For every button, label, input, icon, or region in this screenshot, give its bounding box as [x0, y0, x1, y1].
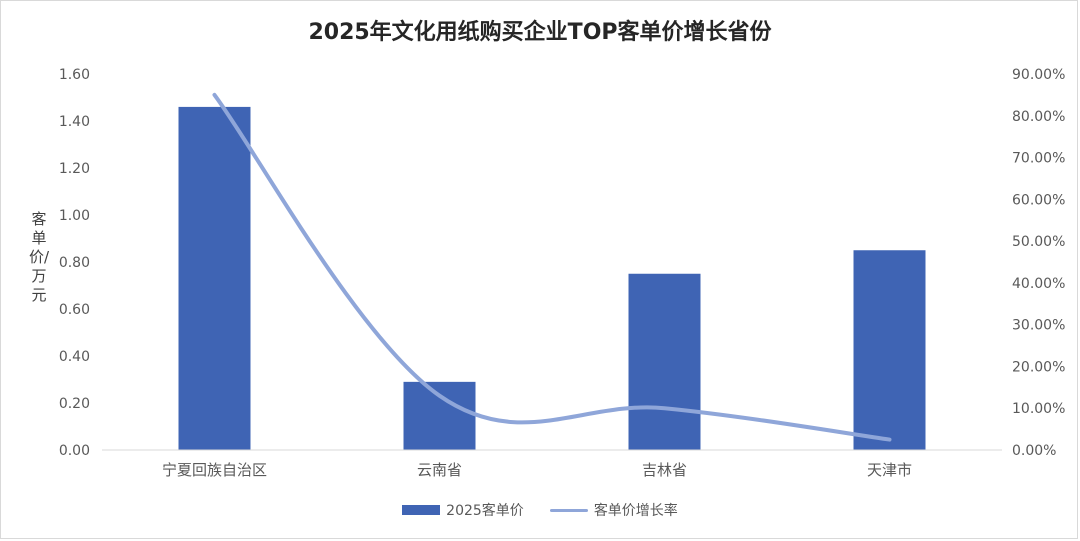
category-label: 吉林省 [642, 461, 687, 479]
right-tick-label: 10.00% [1012, 401, 1065, 417]
left-tick-label: 0.60 [59, 302, 90, 318]
right-tick-label: 90.00% [1012, 67, 1065, 83]
left-tick-label: 1.20 [59, 161, 90, 177]
left-tick-label: 0.40 [59, 349, 90, 365]
left-tick-label: 1.40 [59, 114, 90, 130]
category-label: 宁夏回族自治区 [162, 461, 267, 479]
category-label: 云南省 [417, 461, 462, 479]
right-tick-label: 80.00% [1012, 109, 1065, 125]
right-tick-label: 60.00% [1012, 192, 1065, 208]
bar [403, 381, 476, 450]
bars-group [178, 106, 926, 451]
growth-rate-line [212, 92, 892, 442]
left-tick-label: 0.20 [59, 396, 90, 412]
bar [853, 250, 926, 450]
right-tick-label: 50.00% [1012, 234, 1065, 250]
legend: 2025客单价 客单价增长率 [0, 500, 1080, 520]
left-tick-label: 1.00 [59, 208, 90, 224]
legend-bar-label: 2025客单价 [446, 503, 524, 519]
y-axis-label: 客单价/万元 [28, 210, 50, 304]
legend-line-label: 客单价增长率 [593, 503, 678, 519]
right-axis-ticks: 0.00% 10.00% 20.00% 30.00% 40.00% 50.00% 60.00… [1012, 67, 1065, 459]
category-label: 天津市 [867, 461, 912, 479]
left-tick-label: 0.80 [59, 255, 90, 271]
legend-item-bar: 2025客单价 [402, 500, 524, 520]
chart-title: 2025年文化用纸购买企业TOP客单价增长省份 [308, 20, 772, 45]
left-axis-ticks: 0.00 0.20 0.40 0.60 0.80 1.00 1.20 1.40 1.60 [59, 67, 90, 459]
right-tick-label: 20.00% [1012, 359, 1065, 375]
left-tick-label: 1.60 [59, 67, 90, 83]
left-tick-label: 0.00 [59, 443, 90, 459]
legend-line-swatch [549, 508, 588, 512]
right-tick-label: 0.00% [1012, 443, 1056, 459]
legend-item-line: 客单价增长率 [549, 500, 678, 520]
right-tick-label: 40.00% [1012, 276, 1065, 292]
legend-bar-swatch [402, 505, 441, 515]
line-series-group [212, 92, 892, 442]
right-tick-label: 30.00% [1012, 318, 1065, 334]
right-tick-label: 70.00% [1012, 151, 1065, 167]
category-labels: 宁夏回族自治区 云南省 吉林省 天津市 [162, 461, 912, 479]
bar [178, 106, 251, 451]
bar [628, 273, 701, 450]
